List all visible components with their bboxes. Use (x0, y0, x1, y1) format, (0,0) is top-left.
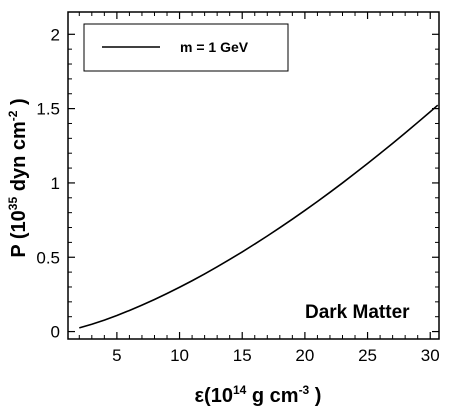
tick-labels: 5 10 15 20 25 30 0 0.5 1 1.5 2 (36, 25, 439, 365)
x-tick-label: 25 (358, 346, 377, 365)
plot-frame (67, 11, 440, 340)
ticks (68, 12, 439, 339)
y-tick-label: 0.5 (36, 248, 60, 267)
legend-label: m = 1 GeV (180, 39, 249, 55)
series-line-m-1gev (79, 104, 439, 329)
x-tick-label: 15 (233, 346, 252, 365)
y-tick-label: 2 (51, 25, 60, 44)
y-tick-label: 1 (51, 174, 60, 193)
x-axis-title: ε(1014 g cm-3 ) (195, 383, 322, 407)
x-tick-label: 30 (421, 346, 440, 365)
y-tick-label: 0 (51, 323, 60, 342)
y-axis-title: P (1035 dyn cm-2 ) (6, 98, 30, 257)
x-tick-label: 20 (295, 346, 314, 365)
y-tick-label: 1.5 (36, 100, 60, 119)
x-tick-label: 10 (170, 346, 189, 365)
annotation-dark-matter: Dark Matter (305, 302, 410, 323)
x-tick-label: 5 (112, 346, 121, 365)
